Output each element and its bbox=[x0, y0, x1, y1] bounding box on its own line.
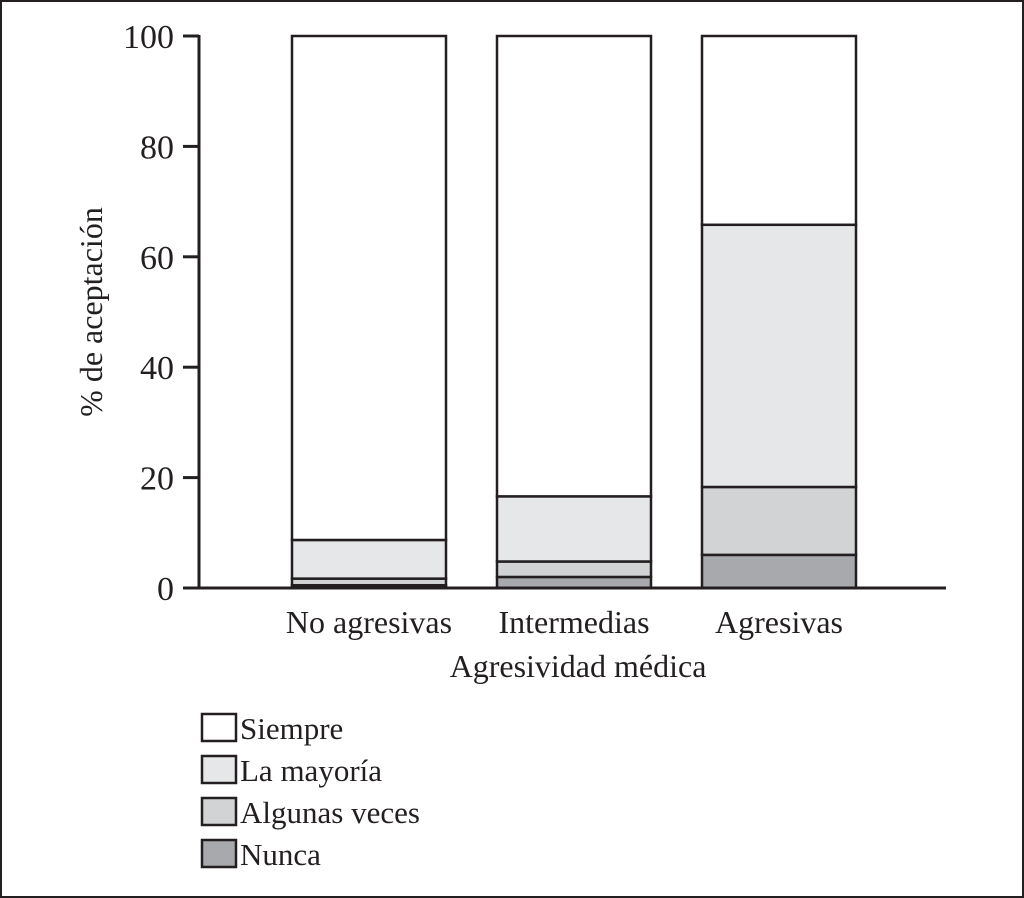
bar-segment bbox=[700, 34, 858, 227]
x-category-label: Intermedias bbox=[498, 604, 649, 640]
y-tick-label: 0 bbox=[157, 571, 174, 608]
bar-segment bbox=[290, 34, 448, 542]
y-axis-title: % de aceptación bbox=[73, 207, 109, 417]
y-tick-label: 100 bbox=[123, 19, 174, 56]
axes-layer bbox=[197, 35, 946, 590]
legend-label: Siempre bbox=[240, 711, 343, 746]
bar-segment bbox=[700, 553, 858, 590]
x-labels-layer: No agresivas Intermedias Agresivas bbox=[286, 604, 843, 640]
y-ticks-layer: 0 20 40 60 80 100 bbox=[123, 19, 199, 608]
x-axis-title: Agresividad médica bbox=[450, 648, 707, 684]
bar-segment bbox=[290, 538, 448, 580]
legend-label: La mayoría bbox=[240, 753, 382, 788]
bar-segment bbox=[495, 34, 653, 498]
legend-label: Nunca bbox=[240, 837, 321, 872]
bar-segment bbox=[495, 495, 653, 563]
legend: Siempre La mayoría Algunas veces Nunca bbox=[200, 711, 420, 872]
legend-swatch bbox=[200, 712, 238, 743]
bar-segment bbox=[700, 485, 858, 557]
legend-swatch bbox=[200, 754, 238, 785]
y-tick-label: 60 bbox=[140, 240, 174, 277]
x-category-label: No agresivas bbox=[286, 604, 452, 640]
bar-segment bbox=[700, 223, 858, 489]
y-tick-label: 80 bbox=[140, 129, 174, 166]
x-category-label: Agresivas bbox=[715, 604, 843, 640]
bar-segment bbox=[495, 575, 653, 590]
legend-swatch bbox=[200, 838, 238, 869]
y-tick-label: 40 bbox=[140, 350, 174, 387]
bars-layer bbox=[290, 34, 858, 590]
y-tick-label: 20 bbox=[140, 461, 174, 498]
legend-swatch bbox=[200, 796, 238, 827]
legend-label: Algunas veces bbox=[240, 795, 420, 830]
bar-segment bbox=[495, 560, 653, 579]
